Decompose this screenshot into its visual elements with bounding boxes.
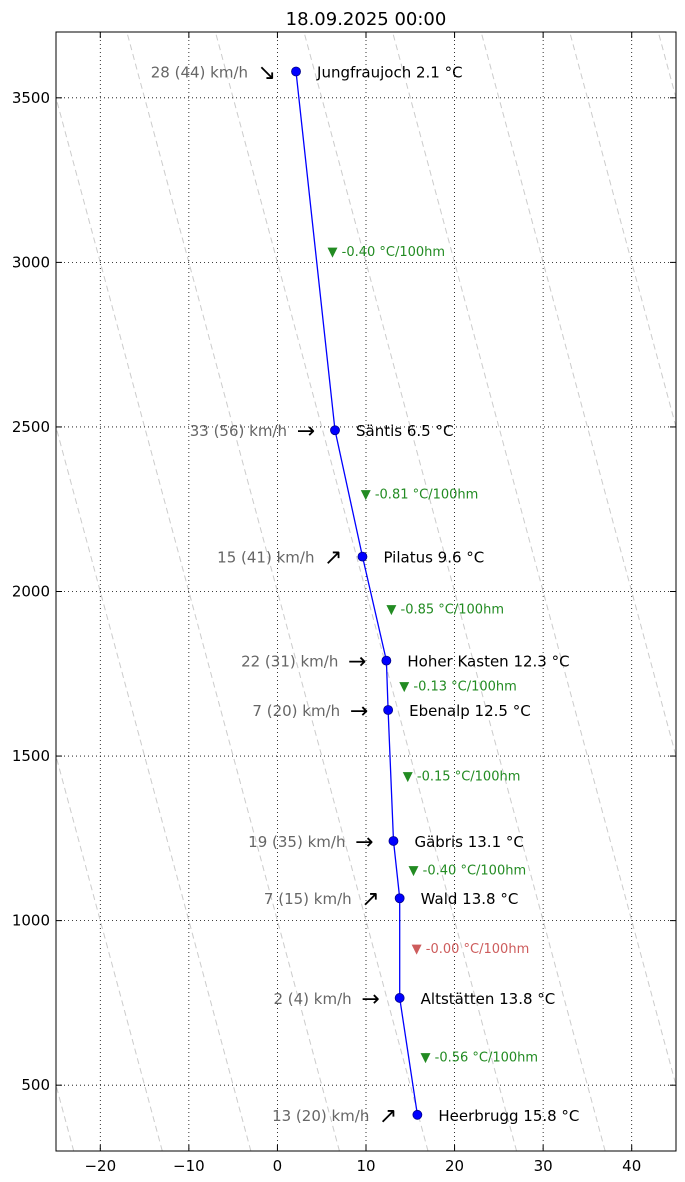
y-tick-label: 2000 — [12, 583, 50, 601]
station-point — [291, 66, 301, 77]
dry-adiabat-lines — [56, 32, 676, 1151]
lapse-rate-label: ▼ -0.00 °C/100hm — [412, 942, 530, 957]
station-point — [357, 551, 368, 562]
dry-adiabat-line — [56, 425, 252, 1151]
station-label: Gäbris 13.1 °C — [414, 833, 523, 851]
wind-arrow-icon: → — [361, 987, 379, 1012]
station-label: Wald 13.8 °C — [421, 890, 519, 908]
y-tick-label: 500 — [21, 1076, 50, 1094]
station-point — [394, 893, 405, 904]
x-tick-label: 40 — [622, 1157, 641, 1175]
station-label: Heerbrugg 15.8 °C — [438, 1107, 579, 1125]
wind-arrow-icon: → — [355, 830, 373, 855]
dry-adiabat-line — [303, 32, 606, 1151]
lapse-rate-label: ▼ -0.85 °C/100hm — [386, 603, 504, 618]
wind-arrow-icon: ↗ — [361, 887, 379, 912]
station-point — [388, 836, 399, 846]
wind-arrow-icon: → — [348, 650, 366, 675]
annotations: Jungfraujoch 2.1 °C ↘ 28 (44) km/h Säntis 6… — [151, 60, 580, 1128]
x-tick-label: 0 — [273, 1157, 283, 1175]
dry-adiabat-line — [126, 32, 429, 1151]
dry-adiabat-line — [480, 32, 676, 758]
dry-adiabat-line — [214, 32, 518, 1151]
wind-speed-label: 33 (56) km/h — [190, 422, 287, 440]
x-tick-label: 10 — [356, 1157, 375, 1175]
wind-speed-label: 19 (35) km/h — [248, 833, 345, 851]
station-point — [412, 1109, 423, 1120]
temperature-profile — [291, 66, 423, 1120]
station-label: Jungfraujoch 2.1 °C — [316, 63, 463, 81]
station-label: Pilatus 9.6 °C — [383, 549, 484, 567]
dry-adiabat-line — [392, 32, 676, 1088]
x-tick-label: 20 — [445, 1157, 464, 1175]
lapse-rate-label: ▼ -0.13 °C/100hm — [399, 679, 517, 694]
x-tick-label: −20 — [84, 1157, 116, 1175]
wind-speed-label: 13 (20) km/h — [272, 1107, 369, 1125]
wind-arrow-icon: → — [350, 699, 368, 724]
lapse-rate-label: ▼ -0.15 °C/100hm — [403, 769, 521, 784]
lapse-rate-label: ▼ -0.40 °C/100hm — [409, 864, 527, 879]
plot-frame — [55, 31, 677, 1152]
station-point — [394, 993, 405, 1003]
wind-speed-label: 7 (15) km/h — [264, 890, 352, 908]
gridlines — [56, 32, 676, 1151]
station-label: Ebenalp 12.5 °C — [409, 702, 531, 720]
wind-arrow-icon: ↘ — [258, 60, 276, 85]
wind-arrow-icon: ↗ — [379, 1104, 397, 1129]
station-label: Säntis 6.5 °C — [356, 422, 453, 440]
station-point — [381, 655, 392, 666]
station-point — [330, 425, 340, 436]
axis-ticks: −20 −10 0 10 20 30 40 500 1000 1500 2000 2500 3000 35… — [12, 32, 676, 1175]
lapse-rate-label: ▼ -0.40 °C/100hm — [328, 245, 446, 260]
chart-title: 18.09.2025 00:00 — [286, 9, 447, 30]
y-tick-label: 2500 — [12, 418, 50, 436]
lapse-rate-label: ▼ -0.56 °C/100hm — [421, 1050, 539, 1065]
dry-adiabat-line — [569, 32, 676, 429]
dry-adiabat-line — [56, 754, 163, 1151]
lapse-rate-label: ▼ -0.81 °C/100hm — [361, 487, 479, 502]
wind-speed-label: 22 (31) km/h — [241, 653, 338, 671]
wind-speed-label: 7 (20) km/h — [252, 702, 340, 720]
wind-speed-label: 15 (41) km/h — [217, 549, 314, 567]
x-tick-label: −10 — [173, 1157, 205, 1175]
wind-arrow-icon: ↗ — [324, 546, 342, 571]
y-tick-label: 1000 — [12, 912, 50, 930]
station-label: Hoher Kasten 12.3 °C — [407, 653, 569, 671]
wind-arrow-icon: → — [297, 419, 315, 444]
x-tick-label: 30 — [534, 1157, 553, 1175]
dry-adiabat-line — [56, 95, 340, 1151]
station-point — [383, 705, 394, 715]
wind-speed-label: 28 (44) km/h — [151, 63, 248, 81]
y-tick-label: 3500 — [12, 89, 50, 107]
station-label: Altstätten 13.8 °C — [421, 990, 556, 1008]
wind-speed-label: 2 (4) km/h — [273, 990, 351, 1008]
y-tick-label: 3000 — [12, 253, 50, 271]
y-tick-label: 1500 — [12, 747, 50, 765]
